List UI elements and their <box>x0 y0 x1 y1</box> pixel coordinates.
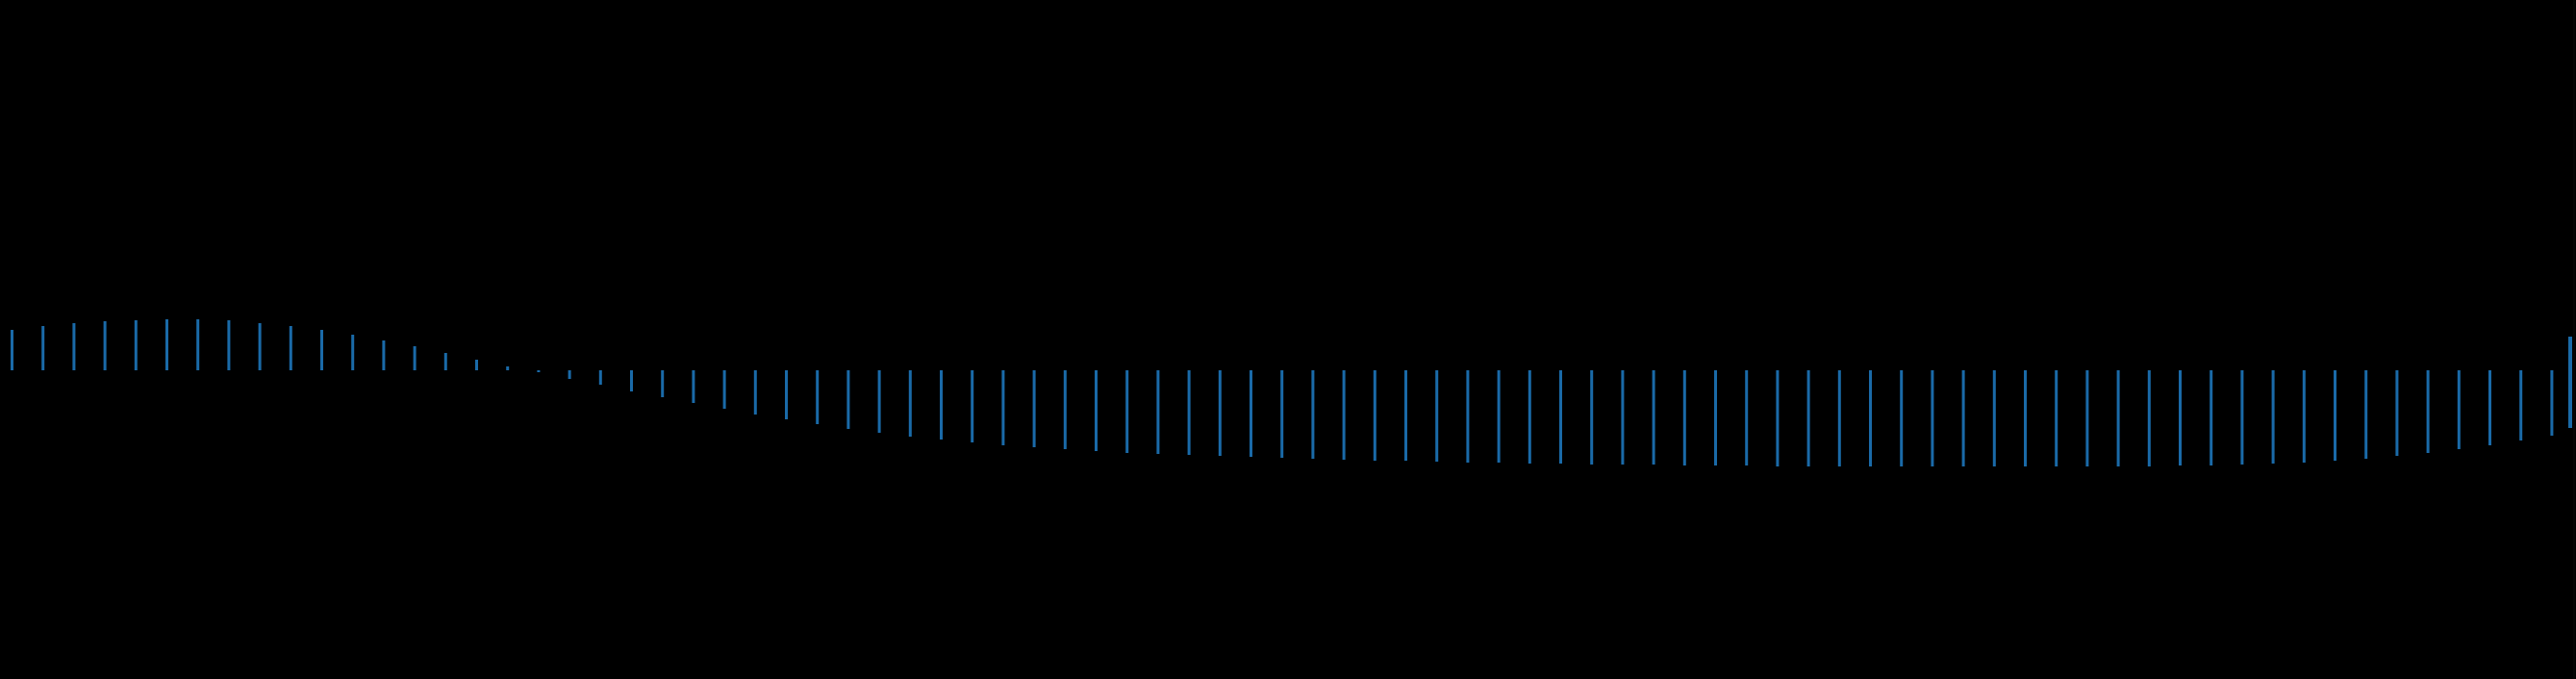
bar <box>443 353 447 370</box>
bar <box>103 321 107 370</box>
bar <box>2085 370 2089 466</box>
bar <box>2457 370 2461 449</box>
bar <box>1156 370 1160 454</box>
bar <box>568 370 571 379</box>
bar <box>1497 370 1501 463</box>
bar <box>2116 370 2120 466</box>
bar <box>2179 370 2182 465</box>
bar <box>382 340 386 370</box>
bar <box>258 323 262 370</box>
bar <box>1776 370 1780 466</box>
bar <box>1435 370 1439 462</box>
bar <box>1682 370 1686 465</box>
bar <box>320 330 323 370</box>
bar <box>1187 370 1191 455</box>
bar <box>1992 370 1996 466</box>
bar <box>1095 370 1098 451</box>
bar <box>1652 370 1655 465</box>
bar <box>1961 370 1965 466</box>
bar <box>630 370 633 391</box>
bar <box>2210 370 2213 465</box>
bar <box>2426 370 2430 453</box>
bar <box>41 326 45 370</box>
bar <box>2271 370 2275 464</box>
bar <box>846 370 850 429</box>
bar <box>2334 370 2336 461</box>
bar <box>2364 370 2368 459</box>
bar <box>598 370 602 385</box>
bar <box>72 323 76 370</box>
end-marker-bar <box>2568 337 2572 428</box>
bar <box>2395 370 2399 456</box>
bar <box>1311 370 1315 459</box>
bar <box>2519 370 2523 440</box>
bar <box>816 370 820 424</box>
bar <box>2055 370 2058 466</box>
bar <box>537 370 541 372</box>
bar <box>2550 370 2554 436</box>
bar <box>1466 370 1470 463</box>
bar <box>1063 370 1067 449</box>
bar <box>289 326 292 370</box>
bar <box>2302 370 2306 463</box>
bar <box>2147 370 2151 466</box>
bar <box>1342 370 1346 460</box>
bar <box>1404 370 1407 461</box>
bar <box>661 370 665 397</box>
bar <box>1621 370 1625 465</box>
bar <box>227 320 231 370</box>
bar <box>134 320 138 370</box>
bar <box>1125 370 1129 453</box>
bar <box>692 370 695 403</box>
bar <box>165 319 168 370</box>
bar <box>785 370 788 419</box>
bar <box>1528 370 1531 464</box>
bar <box>1032 370 1036 447</box>
bar <box>1714 370 1717 465</box>
bar <box>1869 370 1872 466</box>
bar <box>11 330 13 370</box>
bar <box>753 370 757 415</box>
bar <box>940 370 943 440</box>
bar <box>2240 370 2244 465</box>
bar <box>971 370 974 442</box>
bar <box>1745 370 1749 465</box>
bar <box>2024 370 2027 466</box>
bar <box>1806 370 1810 466</box>
bar <box>722 370 726 409</box>
bar <box>2488 370 2491 445</box>
bar <box>1837 370 1841 466</box>
bar <box>1590 370 1594 465</box>
bar <box>908 370 912 437</box>
bar <box>1931 370 1934 466</box>
bar <box>506 366 510 370</box>
bar <box>475 360 478 370</box>
bar <box>1280 370 1284 458</box>
bar <box>877 370 881 433</box>
bar <box>196 319 200 370</box>
bar <box>1001 370 1005 445</box>
bar <box>1559 370 1562 464</box>
bar <box>1218 370 1222 456</box>
bars-group <box>11 319 2572 466</box>
bar <box>1250 370 1252 457</box>
bar <box>351 335 355 370</box>
bar <box>1373 370 1376 461</box>
bar <box>1900 370 1904 466</box>
bar <box>413 346 417 370</box>
